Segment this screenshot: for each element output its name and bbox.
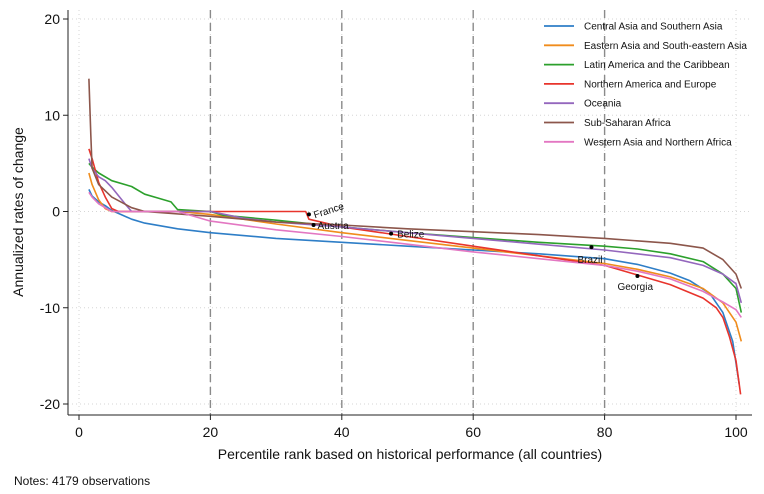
legend-label: Northern America and Europe	[584, 79, 717, 90]
legend-label: Sub-Saharan Africa	[584, 118, 671, 129]
legend-label: Oceania	[584, 99, 622, 110]
x-tick-label: 20	[203, 424, 219, 440]
legend-label: Central Asia and Southern Asia	[584, 22, 723, 33]
x-tick-label: 60	[465, 424, 481, 440]
x-tick-label: 40	[334, 424, 350, 440]
series-line-2	[88, 172, 743, 342]
annotation-label: France	[312, 201, 345, 221]
series-line-6	[88, 78, 743, 289]
y-tick-label: 0	[52, 204, 60, 220]
y-tick-label: -10	[40, 300, 60, 316]
notes-text: Notes: 4179 observations	[14, 474, 151, 488]
annotation-point	[589, 245, 594, 250]
series-line-7	[88, 191, 742, 318]
x-tick-label: 100	[724, 424, 748, 440]
legend: Central Asia and Southern Asia Eastern As…	[544, 22, 747, 148]
annotation-label: Austria	[318, 221, 350, 232]
annotation-label: Georgia	[617, 282, 653, 293]
y-tick-label: 10	[44, 107, 60, 123]
series-line-1	[88, 189, 741, 385]
series-line-5	[88, 158, 743, 304]
annotation-point	[389, 231, 394, 236]
legend-label: Latin America and the Caribbean	[584, 60, 730, 71]
series-line-3	[88, 162, 743, 313]
axes-layer: -20 -10 0 10 20 0 20 40 60 80 100	[40, 10, 752, 440]
annotation-label: Belize	[397, 230, 425, 241]
legend-label: Eastern Asia and South-eastern Asia	[584, 41, 747, 52]
legend-label: Western Asia and Northern Africa	[584, 137, 732, 148]
x-tick-label: 0	[75, 424, 83, 440]
annotation-point	[311, 222, 316, 227]
y-axis-title: Annualized rates of change	[10, 127, 26, 297]
x-tick-label: 80	[597, 424, 613, 440]
series-layer	[88, 78, 743, 395]
grid-layer	[68, 10, 752, 415]
y-tick-label: 20	[44, 11, 60, 27]
annotation-point	[306, 212, 311, 217]
annotation-label: Brazil	[577, 255, 602, 266]
annotation-point	[635, 273, 640, 278]
x-axis-title: Percentile rank based on historical perf…	[218, 446, 602, 462]
y-tick-label: -20	[40, 396, 60, 412]
